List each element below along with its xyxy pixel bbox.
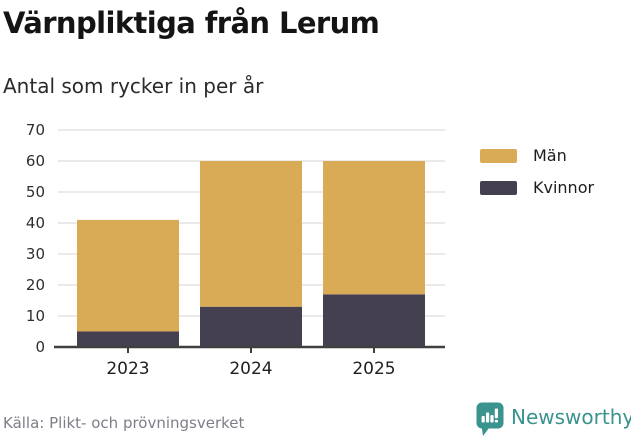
x-axis-label: 2025 xyxy=(352,359,395,379)
legend-swatch-women xyxy=(480,180,517,195)
y-axis-tick-label: 20 xyxy=(26,276,45,294)
bar-chart: 0 10 20 30 40 50 60 70 2023 2024 2025 xyxy=(26,121,445,379)
legend-item-women: Kvinnor xyxy=(480,178,594,197)
chart-legend: Män Kvinnor xyxy=(480,146,594,210)
bar-segment-män xyxy=(77,219,179,332)
y-axis-tick-label: 0 xyxy=(35,338,45,356)
x-axis-label: 2024 xyxy=(229,359,272,379)
bar-segment-kvinnor xyxy=(77,331,179,347)
y-axis-tick-label: 10 xyxy=(26,307,45,325)
source-attribution: Källa: Plikt- och prövningsverket xyxy=(3,414,245,432)
y-axis-tick-label: 60 xyxy=(26,152,45,170)
y-axis-tick-label: 30 xyxy=(26,245,45,263)
chart-subtitle: Antal som rycker in per år xyxy=(3,74,264,98)
legend-label-women: Kvinnor xyxy=(533,178,595,197)
legend-label-men: Män xyxy=(533,146,567,165)
y-axis-tick-label: 40 xyxy=(26,214,45,232)
newsworthy-bubble-chart-icon xyxy=(476,402,504,436)
brand-name: Newsworthy xyxy=(511,405,631,429)
legend-swatch-men xyxy=(480,148,517,163)
bar-segment-kvinnor xyxy=(323,294,425,347)
y-axis-tick-label: 50 xyxy=(26,183,45,201)
bar-segment-kvinnor xyxy=(200,306,302,347)
newsworthy-logo: Newsworthy xyxy=(476,402,631,437)
legend-item-men: Män xyxy=(480,146,594,165)
y-axis-tick-label: 70 xyxy=(26,121,45,139)
bar-segment-män xyxy=(323,161,425,295)
bar-segment-män xyxy=(200,161,302,307)
page-title: Värnpliktiga från Lerum xyxy=(3,6,380,40)
x-axis-label: 2023 xyxy=(106,359,149,379)
